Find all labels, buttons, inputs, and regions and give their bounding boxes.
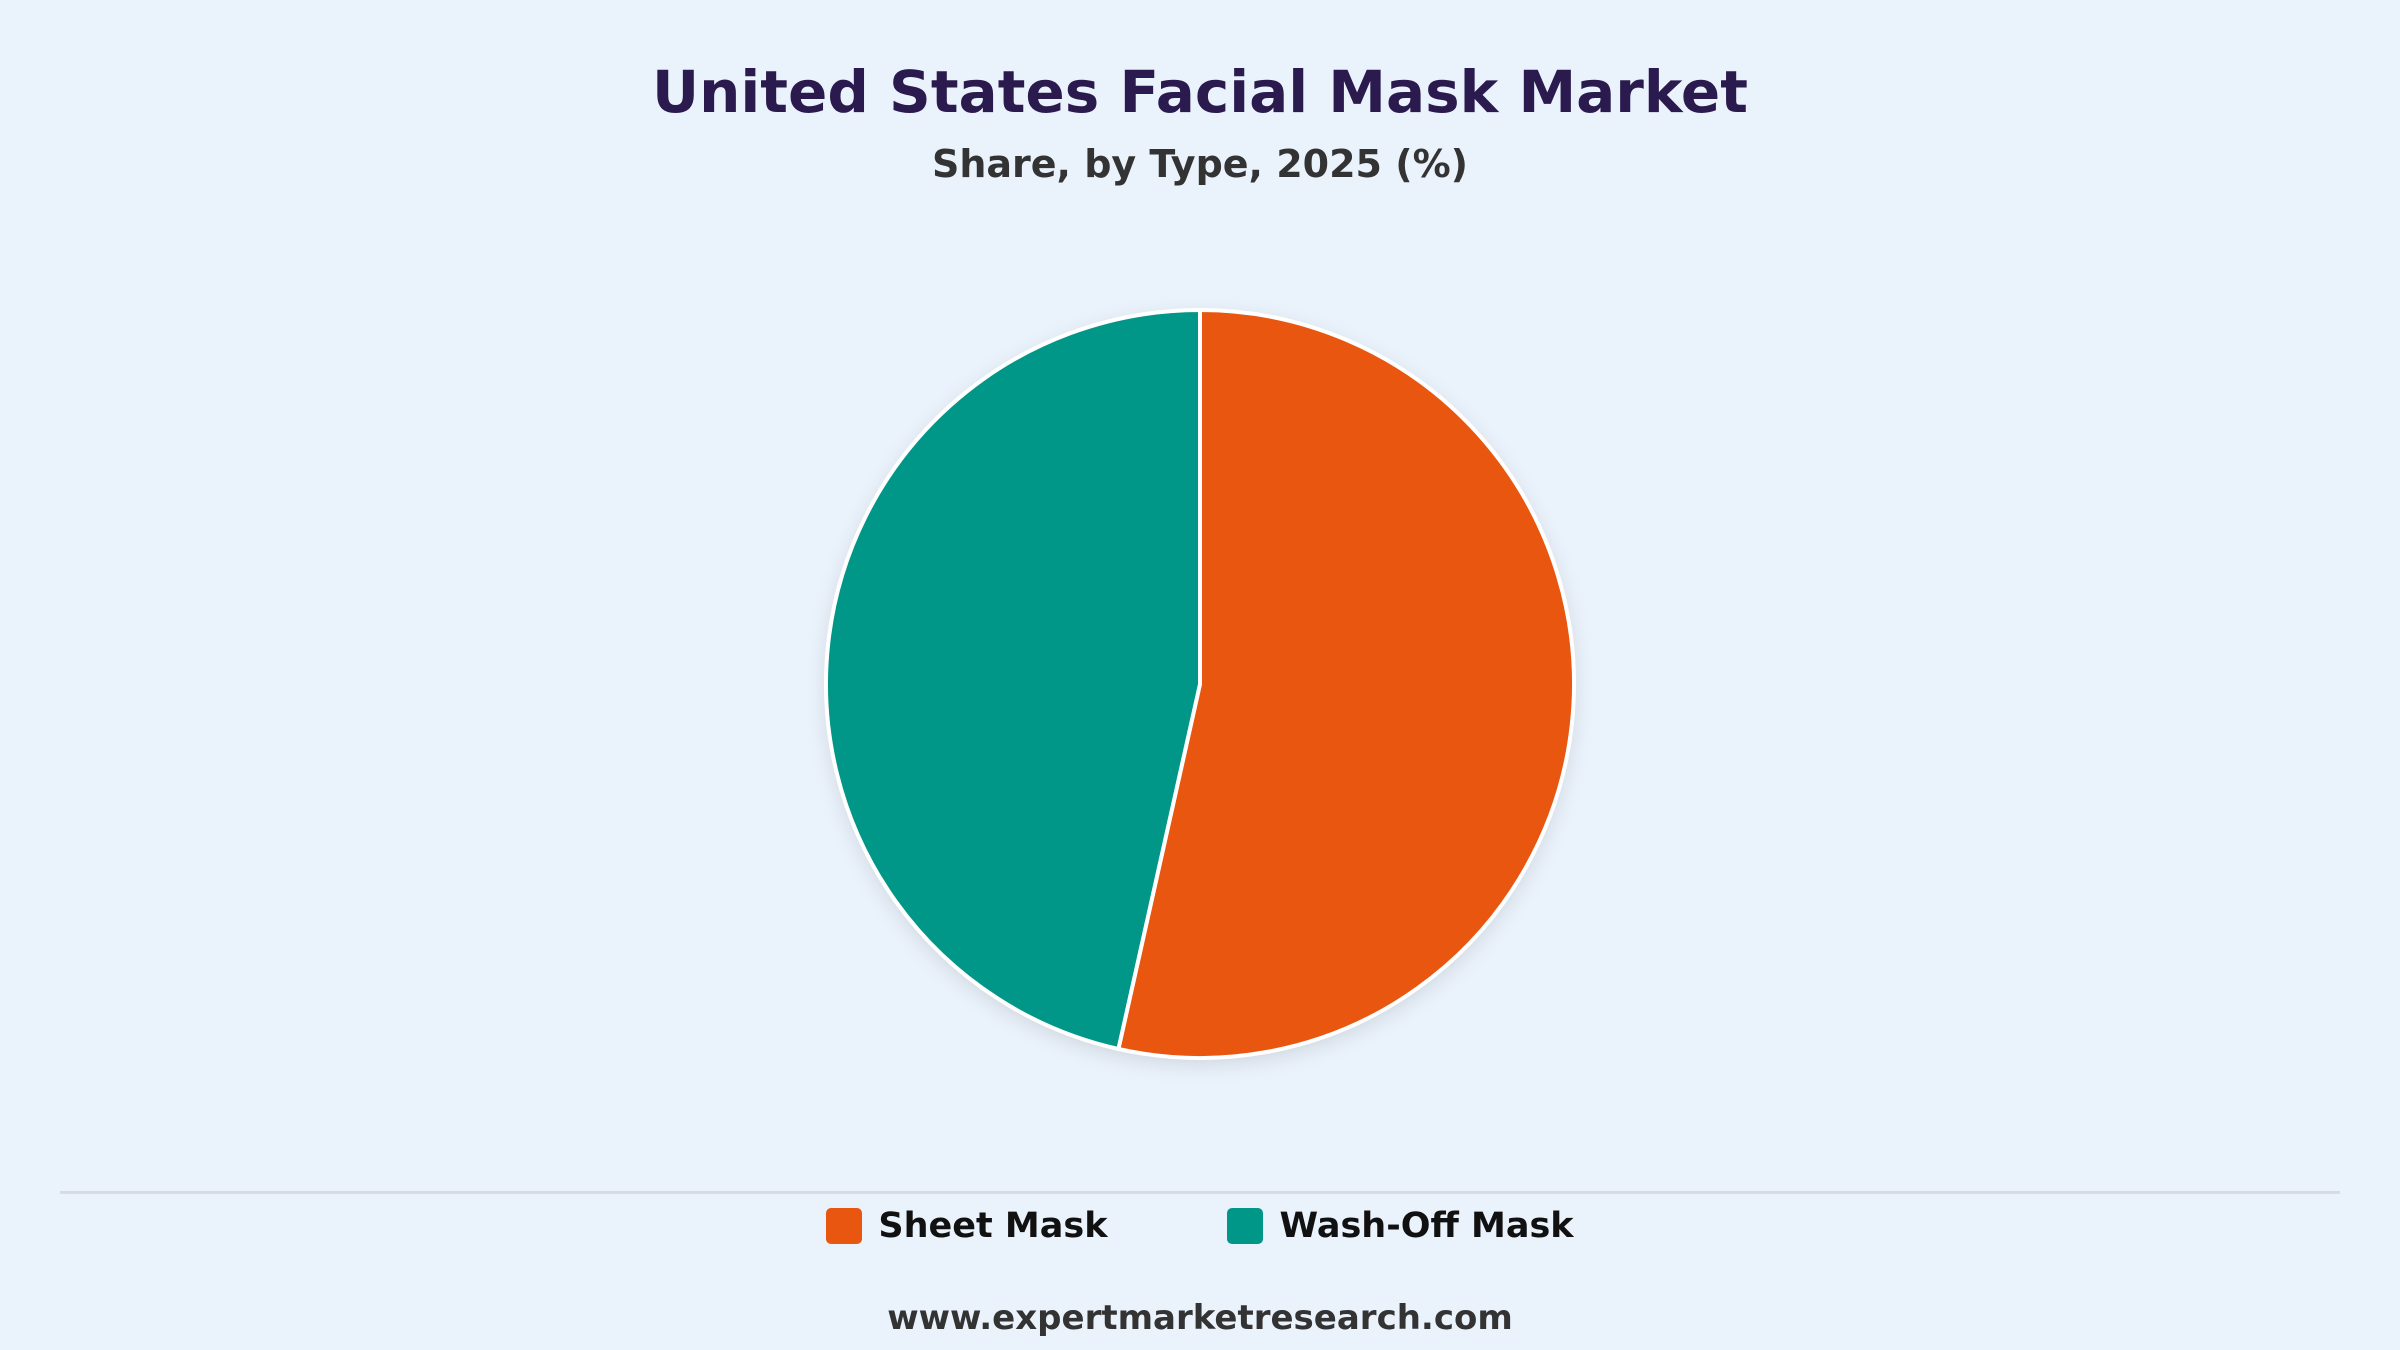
legend-item-wash-off-mask: Wash-Off Mask — [1227, 1206, 1574, 1246]
legend-item-sheet-mask: Sheet Mask — [826, 1206, 1107, 1246]
chart-subtitle: Share, by Type, 2025 (%) — [931, 142, 1469, 186]
legend-swatch-sheet-mask — [826, 1208, 863, 1244]
legend-label-sheet-mask: Sheet Mask — [878, 1206, 1108, 1246]
legend: Sheet Mask Wash-Off Mask — [0, 1206, 2400, 1246]
legend-divider — [60, 1191, 2340, 1194]
legend-label-wash-off-mask: Wash-Off Mask — [1279, 1206, 1574, 1246]
footer-url: www.expertmarketresearch.com — [887, 1298, 1513, 1338]
pie-slice-wash-off-mask — [824, 308, 1202, 1051]
legend-swatch-wash-off-mask — [1227, 1208, 1264, 1244]
pie-slices — [824, 308, 1577, 1060]
chart-title: United States Facial Mask Market — [652, 58, 1748, 126]
pie-slice-sheet-mask — [1116, 308, 1577, 1060]
